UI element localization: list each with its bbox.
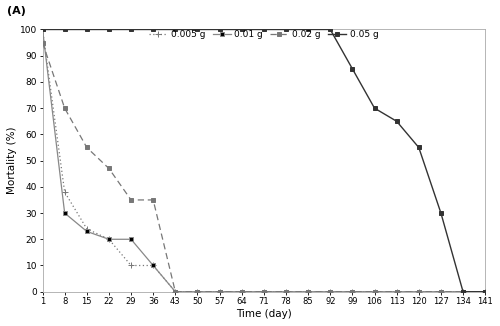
- 0.05 g: [216, 27, 222, 31]
- 0.02 g: [40, 41, 46, 45]
- 0.02 g: [482, 290, 488, 294]
- 0.05 g: [372, 106, 378, 110]
- 0.02 g: [62, 106, 68, 110]
- 0.01 g: [394, 290, 400, 294]
- 0.05 g: [106, 27, 112, 31]
- 0.01 g: [350, 290, 356, 294]
- 0.005 g: [40, 27, 46, 31]
- 0.01 g: [482, 290, 488, 294]
- 0.02 g: [238, 290, 244, 294]
- 0.05 g: [416, 145, 422, 149]
- 0.02 g: [460, 290, 466, 294]
- 0.05 g: [305, 27, 311, 31]
- 0.05 g: [194, 27, 200, 31]
- 0.005 g: [283, 290, 289, 294]
- 0.005 g: [460, 290, 466, 294]
- 0.05 g: [438, 211, 444, 215]
- 0.01 g: [172, 290, 178, 294]
- 0.005 g: [482, 290, 488, 294]
- 0.01 g: [238, 290, 244, 294]
- 0.02 g: [328, 290, 334, 294]
- 0.02 g: [350, 290, 356, 294]
- 0.01 g: [216, 290, 222, 294]
- 0.005 g: [128, 263, 134, 267]
- 0.02 g: [416, 290, 422, 294]
- 0.05 g: [460, 290, 466, 294]
- 0.05 g: [84, 27, 90, 31]
- 0.01 g: [416, 290, 422, 294]
- Line: 0.01 g: 0.01 g: [40, 27, 488, 294]
- 0.05 g: [482, 290, 488, 294]
- 0.01 g: [194, 290, 200, 294]
- 0.005 g: [62, 190, 68, 194]
- Text: (A): (A): [7, 7, 26, 16]
- 0.02 g: [438, 290, 444, 294]
- 0.05 g: [172, 27, 178, 31]
- Line: 0.02 g: 0.02 g: [40, 40, 488, 294]
- 0.05 g: [283, 27, 289, 31]
- X-axis label: Time (day): Time (day): [236, 309, 292, 319]
- 0.01 g: [62, 211, 68, 215]
- 0.005 g: [438, 290, 444, 294]
- 0.02 g: [194, 290, 200, 294]
- 0.005 g: [106, 237, 112, 241]
- 0.02 g: [216, 290, 222, 294]
- 0.01 g: [128, 237, 134, 241]
- 0.005 g: [238, 290, 244, 294]
- Legend: 0.005 g, 0.01 g, 0.02 g, 0.05 g: 0.005 g, 0.01 g, 0.02 g, 0.05 g: [150, 30, 378, 39]
- 0.01 g: [84, 230, 90, 233]
- 0.05 g: [238, 27, 244, 31]
- 0.05 g: [40, 27, 46, 31]
- 0.01 g: [40, 27, 46, 31]
- 0.005 g: [150, 263, 156, 267]
- Line: 0.05 g: 0.05 g: [40, 27, 488, 294]
- 0.005 g: [172, 290, 178, 294]
- 0.005 g: [84, 227, 90, 231]
- 0.05 g: [394, 119, 400, 123]
- 0.05 g: [350, 67, 356, 71]
- 0.005 g: [350, 290, 356, 294]
- 0.005 g: [194, 290, 200, 294]
- 0.01 g: [261, 290, 267, 294]
- 0.01 g: [372, 290, 378, 294]
- 0.05 g: [328, 27, 334, 31]
- 0.05 g: [261, 27, 267, 31]
- 0.005 g: [416, 290, 422, 294]
- 0.005 g: [394, 290, 400, 294]
- 0.02 g: [128, 198, 134, 202]
- 0.005 g: [261, 290, 267, 294]
- 0.02 g: [394, 290, 400, 294]
- 0.01 g: [283, 290, 289, 294]
- 0.005 g: [305, 290, 311, 294]
- 0.05 g: [62, 27, 68, 31]
- 0.02 g: [106, 167, 112, 170]
- 0.01 g: [438, 290, 444, 294]
- 0.01 g: [150, 263, 156, 267]
- 0.005 g: [216, 290, 222, 294]
- 0.005 g: [372, 290, 378, 294]
- 0.02 g: [172, 290, 178, 294]
- 0.01 g: [328, 290, 334, 294]
- 0.02 g: [283, 290, 289, 294]
- 0.05 g: [150, 27, 156, 31]
- 0.02 g: [261, 290, 267, 294]
- 0.01 g: [460, 290, 466, 294]
- 0.02 g: [150, 198, 156, 202]
- 0.01 g: [305, 290, 311, 294]
- 0.005 g: [328, 290, 334, 294]
- 0.02 g: [305, 290, 311, 294]
- Y-axis label: Mortality (%): Mortality (%): [7, 127, 17, 194]
- 0.02 g: [372, 290, 378, 294]
- 0.01 g: [106, 237, 112, 241]
- 0.02 g: [84, 145, 90, 149]
- Line: 0.005 g: 0.005 g: [39, 26, 488, 295]
- 0.05 g: [128, 27, 134, 31]
